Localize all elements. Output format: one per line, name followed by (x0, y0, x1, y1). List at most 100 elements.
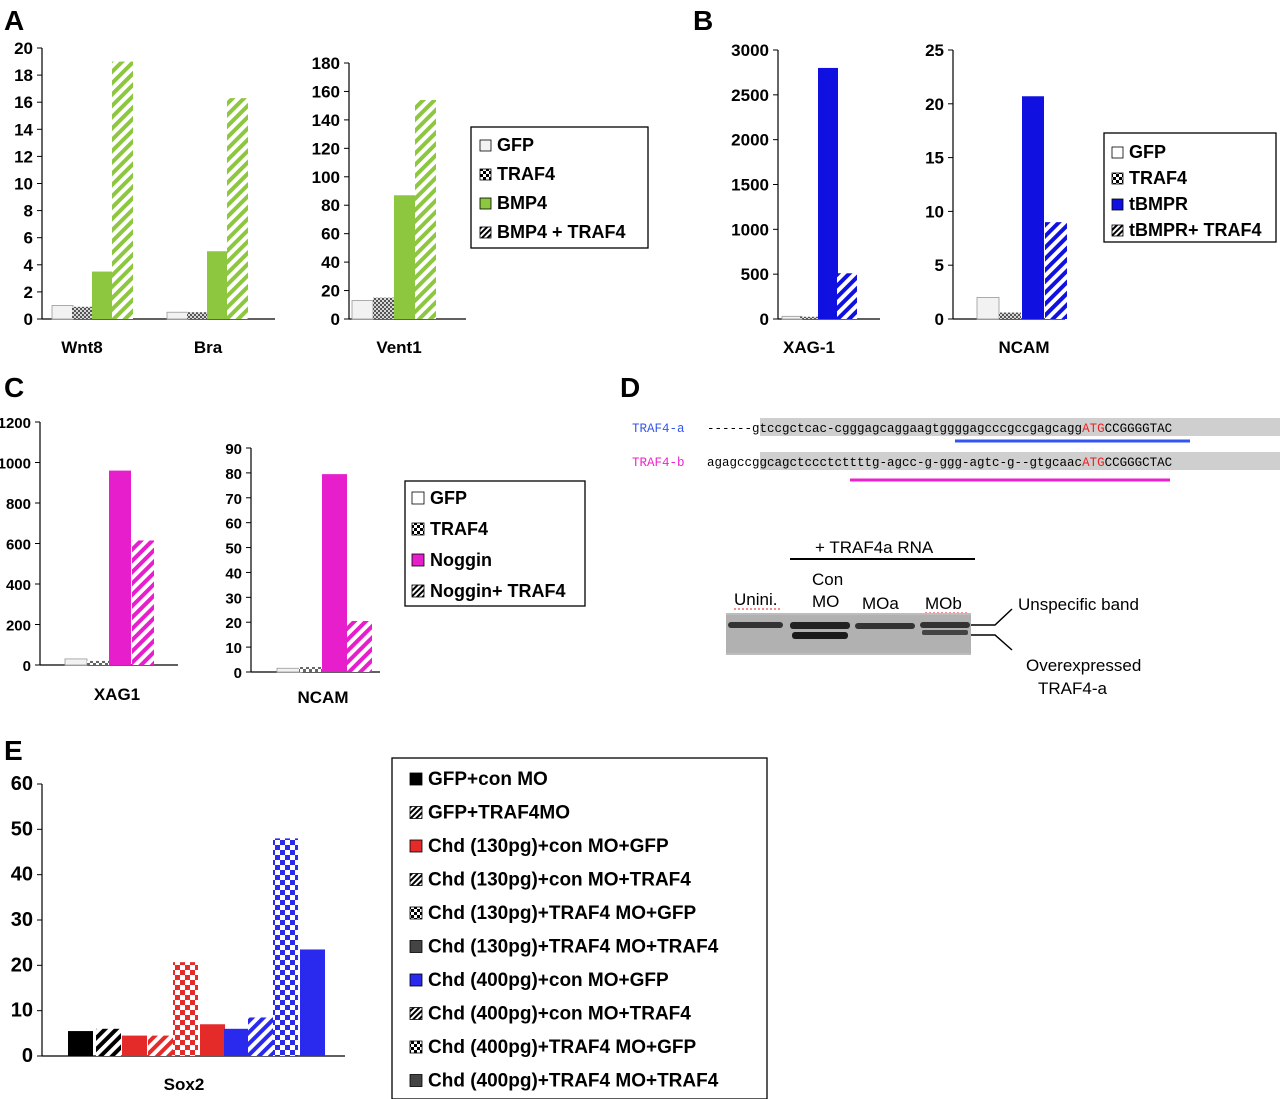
y-tick-label: 1000 (731, 220, 769, 239)
y-tick-label: 0 (331, 310, 340, 329)
legend-swatch (411, 584, 425, 598)
legend-swatch (479, 139, 492, 152)
panel-label-d: D (620, 372, 640, 403)
y-tick-label: 50 (225, 541, 242, 558)
legend-c2: GFP TRAF4 Noggin Noggin+ TRAF4 (404, 480, 586, 607)
y-tick-label: 0 (935, 310, 944, 329)
bar-sox2-series-0 (68, 1031, 93, 1056)
bar-xag-1-series-0 (781, 315, 803, 320)
legend-entry: Chd (400pg)+TRAF4 MO+TRAF4 (428, 1071, 719, 1092)
y-tick-label: 5 (935, 256, 944, 275)
y-tick-label: 30 (11, 909, 33, 931)
panel-label-e: E (4, 735, 23, 766)
y-tick-label: 10 (14, 175, 33, 194)
legend-swatch (1111, 224, 1124, 237)
bar-wnt8-series-1 (72, 306, 93, 319)
legend-entry: Noggin+ TRAF4 (430, 581, 566, 601)
y-tick-label: 12 (14, 147, 33, 166)
chart-e: 0 10 20 30 40 50 60 Sox2 (11, 773, 345, 1094)
legend-swatch (409, 906, 423, 920)
legend-entry: Chd (130pg)+con MO+GFP (428, 836, 669, 857)
band-overexpressed-lane2 (792, 632, 848, 639)
bar-sox2-series-4 (173, 962, 198, 1056)
western-blot: + TRAF4a RNA Unini. Con MO MOa MOb Unspe… (726, 538, 1141, 698)
bar-sox2-series-9 (300, 949, 325, 1056)
legend-swatch (409, 839, 423, 853)
panel-label-c: C (4, 372, 24, 403)
band-unspecific-lane4 (920, 622, 970, 628)
chart-b1: 0 500 1000 1500 2000 2500 3000 XAG-1 (731, 41, 880, 357)
bar-ncam-series-3 (347, 620, 372, 672)
sequence-alignment: TRAF4-a ------gtccgctcac-cgggagcaggaagtg… (632, 418, 1280, 482)
y-tick-label: 600 (6, 537, 31, 554)
chart-c2: 0 10 20 30 40 50 60 70 80 90 NCAM (225, 441, 380, 707)
y-tick-label: 0 (760, 310, 769, 329)
legend-swatch (409, 973, 423, 987)
y-tick-label: 18 (14, 66, 33, 85)
x-category-label: NCAM (298, 688, 349, 707)
bar-bra-series-1 (187, 312, 208, 319)
y-tick-label: 80 (321, 196, 340, 215)
legend-entry: GFP (497, 135, 534, 155)
legend-entry: TRAF4 (430, 519, 488, 539)
legend-swatch (411, 553, 425, 567)
legend-swatch (409, 940, 423, 953)
legend-entry: Chd (400pg)+TRAF4 MO+GFP (428, 1037, 696, 1058)
y-tick-label: 30 (225, 590, 242, 607)
legend-entry: Chd (130pg)+TRAF4 MO+TRAF4 (428, 937, 719, 958)
legend-box (470, 126, 649, 249)
bar-bra-series-3 (227, 98, 248, 319)
panel-label-a: A (4, 5, 24, 36)
bar-sox2-series-1 (96, 1028, 121, 1056)
legend-entry: GFP (1129, 142, 1166, 162)
overexpressed-label-line2: TRAF4-a (1038, 679, 1108, 698)
y-tick-label: 14 (14, 120, 33, 139)
lane-label-mo: MO (812, 592, 839, 611)
legend-entry: tBMPR (1129, 194, 1188, 214)
bar-xag1-series-1 (87, 660, 109, 665)
y-tick-label: 800 (6, 496, 31, 513)
y-tick-label: 60 (225, 516, 242, 533)
legend-swatch (409, 772, 423, 786)
bar-vent1-series-3 (415, 99, 436, 319)
y-tick-label: 400 (6, 577, 31, 594)
y-tick-label: 60 (11, 773, 33, 795)
y-tick-label: 4 (24, 256, 34, 275)
y-tick-label: 20 (321, 282, 340, 301)
y-tick-label: 120 (312, 139, 340, 158)
x-category-label: Vent1 (376, 338, 421, 357)
legend-entry: Noggin (430, 550, 492, 570)
bar-sox2-series-2 (122, 1035, 147, 1056)
traf4b-label: TRAF4-b (632, 456, 685, 470)
traf4b-seq-tail: CCGGGCTAC (1105, 456, 1173, 470)
y-tick-label: 80 (225, 466, 242, 483)
band-unspecific-lane3 (855, 623, 915, 629)
unspecific-band-label: Unspecific band (1018, 595, 1139, 614)
y-tick-label: 0 (234, 665, 242, 682)
y-tick-label: 20 (11, 954, 33, 976)
seq-highlight-b (760, 452, 1280, 470)
legend-entry: TRAF4 (497, 164, 555, 184)
y-tick-label: 20 (925, 95, 944, 114)
traf4a-sequence: ------gtccgctcac-cgggagcaggaagtggggagccc… (707, 422, 1172, 436)
legend-swatch (409, 1074, 423, 1087)
y-tick-label: 70 (225, 491, 242, 508)
y-tick-label: 3000 (731, 41, 769, 60)
legend-swatch (411, 491, 425, 505)
seq-highlight-a (760, 418, 1280, 436)
band-overexpressed-lane4 (922, 630, 968, 635)
y-tick-label: 10 (11, 1000, 33, 1022)
bar-vent1-series-1 (373, 297, 394, 319)
legend-swatch (409, 1007, 423, 1020)
bar-bra-series-2 (207, 251, 228, 319)
bar-sox2-series-6 (224, 1028, 249, 1056)
y-tick-label: 160 (312, 82, 340, 101)
x-category-label: Sox2 (164, 1075, 205, 1094)
bar-sox2-series-7 (248, 1017, 273, 1056)
y-tick-label: 16 (14, 93, 33, 112)
y-tick-label: 2000 (731, 131, 769, 150)
legend-swatch (411, 522, 425, 536)
x-category-label: NCAM (999, 338, 1050, 357)
